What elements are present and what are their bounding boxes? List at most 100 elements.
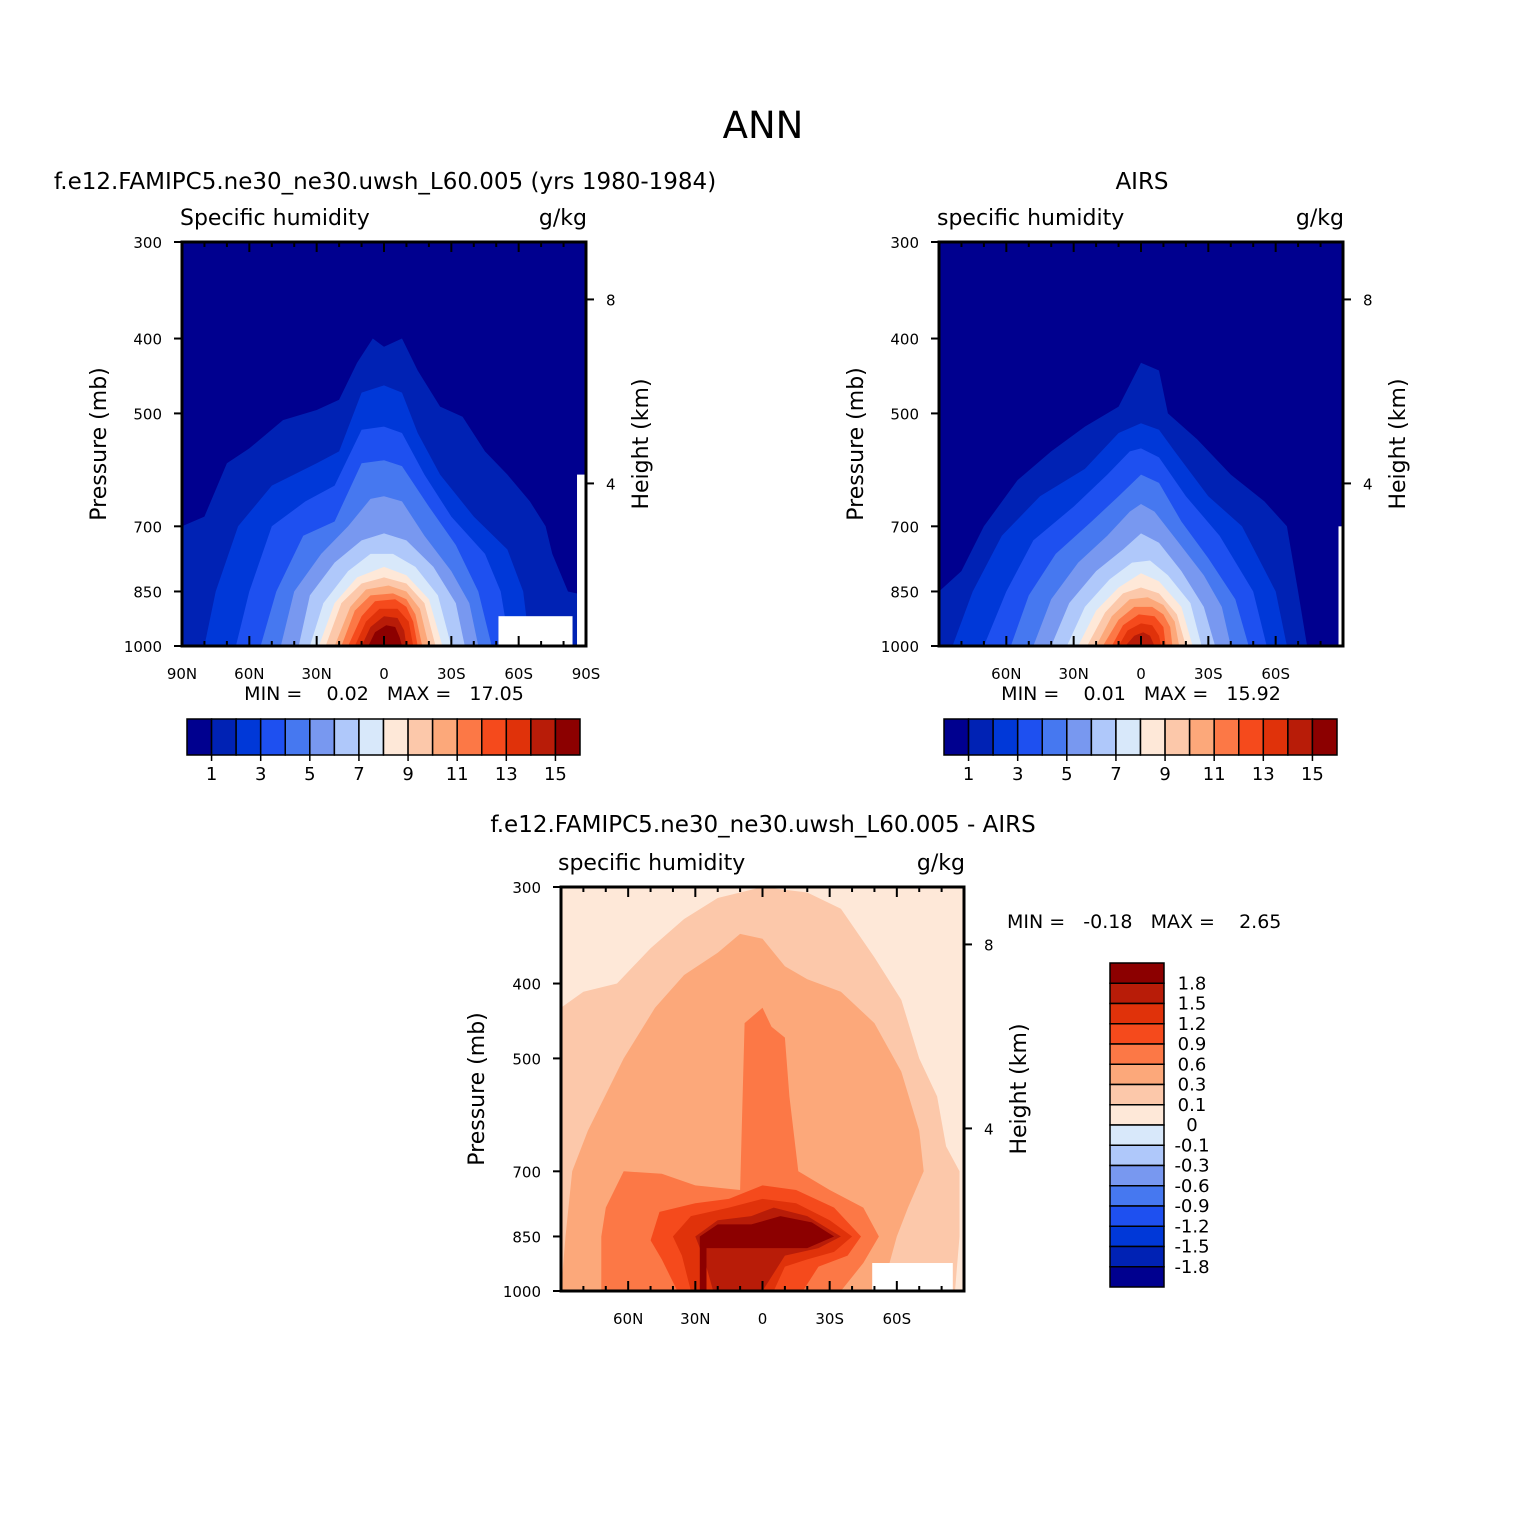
- obs-colorbar-swatch: [1139, 718, 1166, 756]
- model-panel-title: f.e12.FAMIPC5.ne30_ne30.uwsh_L60.005 (yr…: [54, 169, 716, 195]
- model-colorbar-swatch: [333, 718, 360, 756]
- diff-x-tick-label: 30S: [815, 1310, 844, 1328]
- model-colorbar-swatch: [284, 718, 311, 756]
- model-y-tick-label: 1000: [124, 638, 162, 656]
- obs-colorbar-swatch: [1287, 718, 1314, 756]
- model-colorbar-label: 3: [255, 764, 266, 785]
- obs-colorbar-label: 5: [1061, 764, 1072, 785]
- model-panel: Specific humidity g/kg 90N 60N 30N 0 30S 60S 9…: [87, 206, 654, 785]
- model-missing-edge: [577, 474, 586, 646]
- diff-colorbar-label: 1.2: [1178, 1014, 1207, 1035]
- obs-panel: specific humidity g/kg 60N 30N 0 30S 60S 300 4…: [844, 206, 1411, 785]
- obs-contours: [939, 242, 1343, 646]
- diff-colorbar-swatch: [1109, 1124, 1165, 1146]
- model-colorbar-label: 15: [544, 764, 567, 785]
- model-colorbar-swatch: [235, 718, 262, 756]
- diff-y-tick-label: 300: [512, 879, 541, 897]
- model-colorbar: 1 3 5 7 9 11 13 15: [186, 718, 581, 785]
- obs-y-tick-label: 1000: [881, 638, 919, 656]
- diff-colorbar-swatch: [1109, 1185, 1165, 1207]
- obs-colorbar-swatch: [1016, 718, 1043, 756]
- obs-x-tick-label: 60N: [991, 665, 1021, 683]
- obs-colorbar-swatch: [943, 718, 970, 756]
- obs-y2-axis-label: Height (km): [1386, 378, 1411, 509]
- obs-colorbar-swatch: [1115, 718, 1142, 756]
- model-colorbar-label: 11: [446, 764, 469, 785]
- model-missing-region: [498, 616, 573, 646]
- diff-colorbar-swatch: [1109, 1063, 1165, 1086]
- diff-colorbar-swatch: [1109, 1083, 1165, 1106]
- diff-colorbar-label: 0.9: [1178, 1034, 1207, 1055]
- obs-missing-edge: [1338, 526, 1343, 646]
- model-y2-tick-label: 8: [606, 291, 616, 309]
- model-colorbar-swatch: [407, 718, 434, 756]
- obs-colorbar-swatch: [1066, 718, 1093, 756]
- diff-colorbar-label: 1.5: [1178, 994, 1207, 1015]
- diff-colorbar-label: -1.5: [1174, 1237, 1209, 1258]
- model-contours: [182, 242, 586, 646]
- obs-colorbar-label: 13: [1252, 764, 1275, 785]
- model-y-tick-label: 700: [133, 518, 162, 536]
- model-y2-axis-label: Height (km): [629, 378, 654, 509]
- model-colorbar-label: 5: [304, 764, 315, 785]
- diff-colorbar-swatch: [1109, 1205, 1165, 1227]
- diff-colorbar-swatch: [1109, 1245, 1165, 1268]
- diff-y2-axis-label: Height (km): [1007, 1023, 1032, 1154]
- diff-colorbar-label: -0.3: [1174, 1156, 1209, 1177]
- diff-colorbar-swatch: [1109, 982, 1165, 1005]
- obs-panel-title: AIRS: [1115, 169, 1168, 195]
- model-colorbar-swatch: [309, 718, 336, 756]
- model-colorbar-label: 13: [495, 764, 518, 785]
- model-colorbar-swatch: [186, 718, 213, 756]
- model-x-tick-label: 60S: [504, 665, 533, 683]
- obs-colorbar-swatch: [1164, 718, 1191, 756]
- model-colorbar-swatch: [431, 718, 458, 756]
- diff-units: g/kg: [917, 851, 965, 876]
- obs-colorbar-label: 7: [1110, 764, 1121, 785]
- obs-x-tick-label: 30N: [1059, 665, 1089, 683]
- diff-colorbar-swatch: [1109, 1225, 1165, 1248]
- diff-y-tick-label: 500: [512, 1050, 541, 1068]
- diff-y-tick-label: 850: [512, 1228, 541, 1246]
- model-x-tick-label: 30S: [437, 665, 466, 683]
- diff-plot-area: 60N 30N 0 30S 60S 300 400 500 700 850 1000 8 4: [503, 879, 994, 1328]
- obs-contour-level-14: [1125, 632, 1155, 646]
- model-colorbar-swatch: [210, 718, 237, 756]
- diff-colorbar-swatch: [1109, 1164, 1165, 1187]
- diff-x-tick-label: 60S: [883, 1310, 912, 1328]
- obs-y-axis-label: Pressure (mb): [844, 367, 869, 521]
- obs-y-tick-label: 850: [890, 583, 919, 601]
- diff-colorbar-label: -0.1: [1174, 1135, 1209, 1156]
- diff-missing-region: [872, 1263, 953, 1291]
- model-y-tick-label: 300: [133, 234, 162, 252]
- obs-x-tick-label: 0: [1136, 665, 1146, 683]
- diff-panel: specific humidity g/kg 60N 30N 0 30S 60S 300 4…: [465, 851, 1281, 1328]
- model-colorbar-swatch: [382, 718, 409, 756]
- figure-title: ANN: [723, 104, 804, 147]
- model-left-label: Specific humidity: [180, 206, 370, 231]
- model-y2-tick-label: 4: [606, 475, 616, 493]
- diff-y-tick-label: 1000: [503, 1283, 541, 1301]
- diff-x-tick-label: 30N: [680, 1310, 710, 1328]
- obs-plot-area: 60N 30N 0 30S 60S 300 400 500 700 850 1000 8 4: [881, 234, 1373, 683]
- model-y-tick-label: 500: [133, 405, 162, 423]
- model-y-tick-label: 850: [133, 583, 162, 601]
- diff-colorbar-label: -0.6: [1174, 1176, 1209, 1197]
- diff-y-tick-label: 400: [512, 976, 541, 994]
- obs-colorbar-label: 3: [1012, 764, 1023, 785]
- obs-colorbar-swatch: [1238, 718, 1265, 756]
- obs-left-label: specific humidity: [937, 206, 1124, 231]
- diff-colorbar-label: 1.8: [1178, 973, 1207, 994]
- model-min-max: MIN = 0.02 MAX = 17.05: [244, 683, 524, 705]
- diff-colorbar-swatch: [1109, 962, 1165, 984]
- diff-colorbar-swatch: [1109, 1043, 1165, 1065]
- obs-y-tick-label: 300: [890, 234, 919, 252]
- model-y-tick-label: 400: [133, 331, 162, 349]
- diff-colorbar-swatch: [1109, 1023, 1165, 1045]
- diff-colorbar-label: -1.8: [1174, 1257, 1209, 1278]
- model-x-tick-label: 90S: [572, 665, 601, 683]
- diff-colorbar-label: 0.6: [1178, 1054, 1207, 1075]
- diff-colorbar-label: 0: [1186, 1115, 1197, 1136]
- obs-colorbar-swatch: [1090, 718, 1117, 756]
